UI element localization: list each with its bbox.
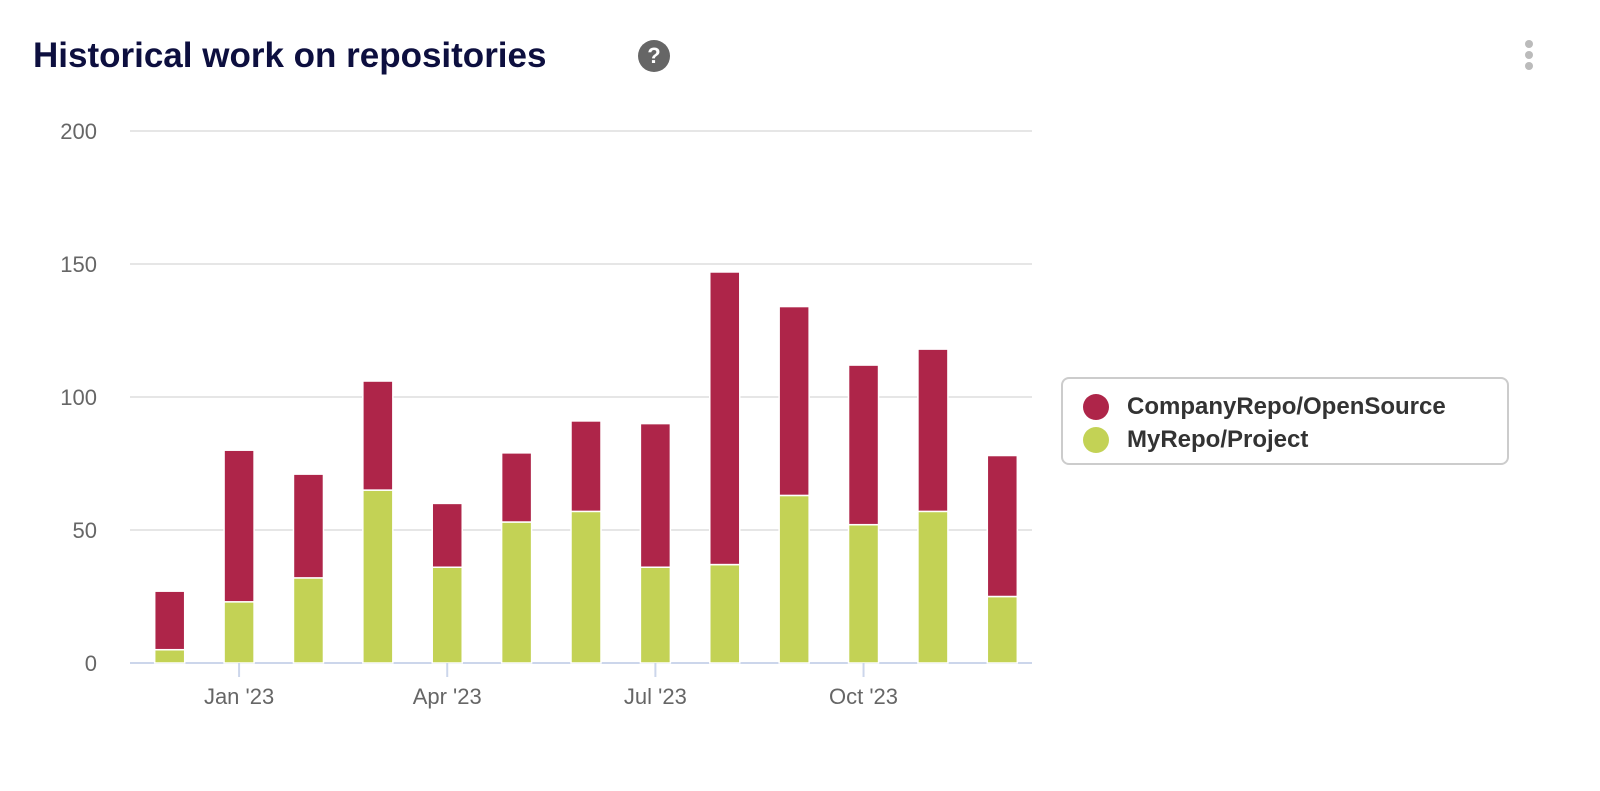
bar-company [709, 271, 741, 566]
x-tick-label: Oct '23 [829, 684, 898, 709]
bar-myrepo [986, 595, 1019, 664]
bar-company [223, 449, 255, 603]
bar-company [778, 305, 810, 497]
y-tick-label: 150 [60, 252, 97, 277]
bar-myrepo [362, 489, 394, 664]
legend-dot [1083, 394, 1109, 420]
bar-myrepo [570, 510, 602, 664]
y-tick-label: 100 [60, 385, 97, 410]
bar-myrepo [223, 601, 255, 664]
bar-company [500, 452, 533, 523]
bar-myrepo [639, 566, 672, 664]
bar-myrepo [709, 563, 741, 664]
legend-dot [1083, 427, 1109, 453]
bar-company [986, 454, 1019, 598]
legend: CompanyRepo/OpenSource MyRepo/Project [1061, 377, 1509, 465]
x-tick-label: Apr '23 [413, 684, 482, 709]
bar-company [570, 420, 602, 513]
bar-company [917, 348, 949, 513]
bar-company [847, 364, 880, 526]
legend-label: MyRepo/Project [1127, 426, 1309, 453]
y-tick-label: 200 [60, 119, 97, 144]
bar-myrepo [431, 566, 463, 664]
question-circle-icon[interactable]: ? [638, 40, 670, 72]
vertical-dots-icon[interactable] [1522, 40, 1536, 73]
bar-company [153, 590, 186, 651]
bar-myrepo [847, 523, 880, 664]
bar-myrepo [778, 494, 810, 664]
x-tick-label: Jul '23 [624, 684, 687, 709]
y-tick-label: 0 [85, 651, 97, 676]
bar-myrepo [292, 577, 325, 664]
bar-company [292, 473, 325, 579]
bar-company [639, 422, 672, 568]
bar-company [431, 502, 463, 568]
bar-myrepo [153, 648, 186, 664]
x-tick-label: Jan '23 [204, 684, 274, 709]
legend-item-company[interactable]: CompanyRepo/OpenSource [1083, 393, 1446, 421]
legend-label: CompanyRepo/OpenSource [1127, 393, 1446, 420]
page-title: Historical work on repositories [33, 36, 547, 75]
bar-myrepo [500, 521, 533, 664]
bar-company [362, 380, 394, 491]
legend-item-myrepo[interactable]: MyRepo/Project [1083, 426, 1308, 454]
y-tick-label: 50 [73, 518, 97, 543]
bar-myrepo [917, 510, 949, 664]
